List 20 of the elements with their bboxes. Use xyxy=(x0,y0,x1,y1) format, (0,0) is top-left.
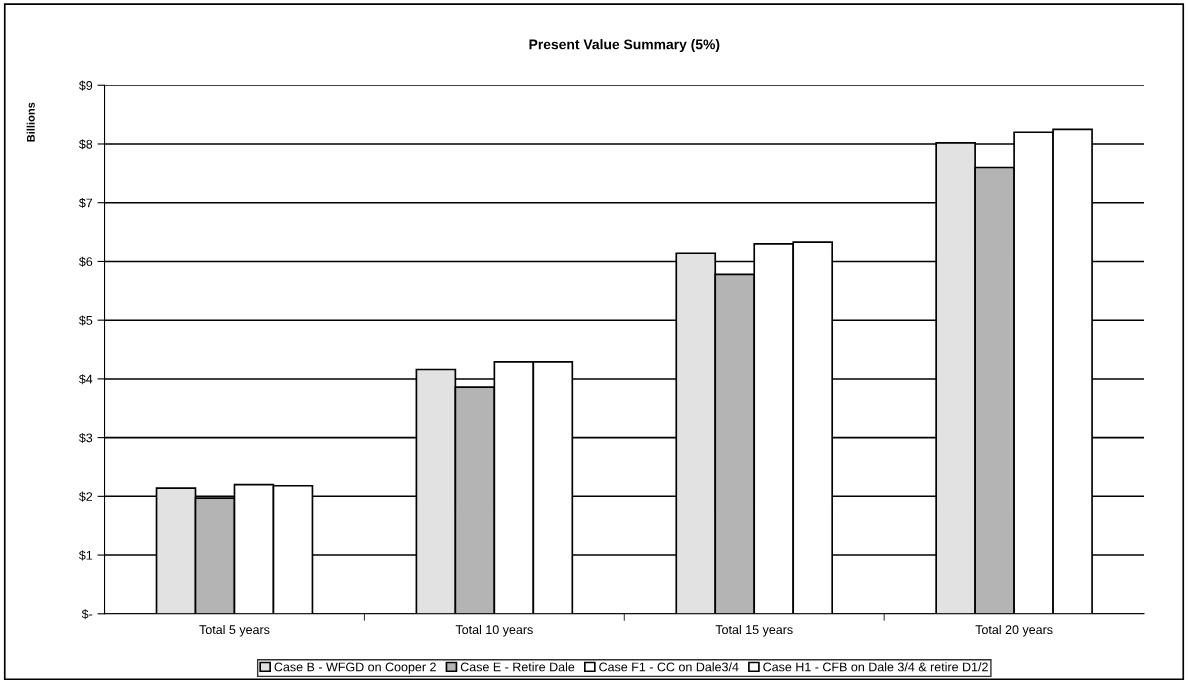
y-tick-label: $5 xyxy=(78,315,93,326)
y-tick-label: $4 xyxy=(78,374,93,385)
legend-label: Case B - WFGD on Cooper 2 xyxy=(274,662,436,674)
y-tick-label: $6 xyxy=(78,256,93,267)
y-tick-label: $7 xyxy=(78,197,93,209)
legend-label: Case H1 - CFB on Dale 3/4 & retire D1/2 xyxy=(763,662,988,672)
legend-label: Case E - Retire Dale xyxy=(460,662,575,672)
y-tick-label: $8 xyxy=(78,139,93,150)
y-tick-label: $1 xyxy=(78,550,93,561)
legend-label: Case F1 - CC on Dale3/4 xyxy=(599,662,739,672)
y-tick-label: $2 xyxy=(78,491,93,502)
y-tick-label: $3 xyxy=(78,432,93,444)
chart-title: Present Value Summary (5%) xyxy=(529,39,720,53)
y-tick-label: $9 xyxy=(78,80,93,91)
x-tick-label: Total 5 years xyxy=(199,624,270,637)
x-tick-label: Total 15 years xyxy=(715,624,793,637)
y-axis-title: Billions xyxy=(26,102,35,142)
y-tick-label: $- xyxy=(81,609,93,620)
x-tick-label: Total 10 years xyxy=(455,624,533,637)
x-tick-label: Total 20 years xyxy=(975,624,1053,637)
